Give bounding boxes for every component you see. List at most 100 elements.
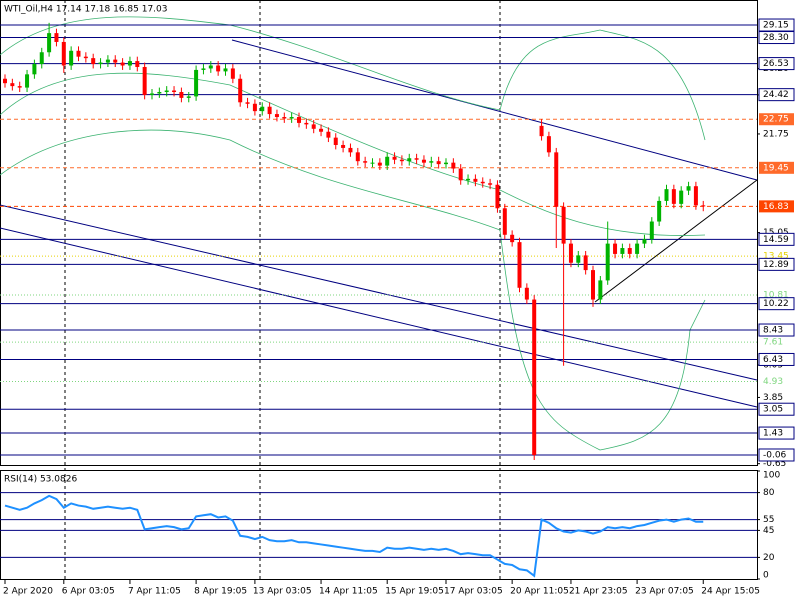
- candle-body: [458, 168, 463, 181]
- session-separators: [64, 0, 501, 580]
- candle-body: [414, 158, 419, 160]
- candle-body: [679, 190, 684, 204]
- candle-body: [69, 50, 74, 66]
- candle-body: [488, 183, 493, 185]
- candle-body: [627, 248, 632, 254]
- candle-body: [297, 117, 301, 123]
- x-tick-label: 6 Apr 03:05: [62, 587, 115, 597]
- y-tick-label: 3.85: [763, 393, 783, 403]
- candle-body: [98, 62, 103, 65]
- x-tick-label: 17 Apr 03:05: [444, 587, 503, 597]
- candle-body: [252, 103, 257, 112]
- level-label-box: [758, 57, 795, 71]
- candle-body: [642, 239, 647, 244]
- candle-body: [664, 189, 669, 201]
- candle-body: [598, 280, 603, 300]
- level-label-box: [758, 257, 795, 271]
- candle-body: [701, 205, 706, 207]
- x-tick-label: 20 Apr 11:05: [510, 587, 569, 597]
- candle-body: [392, 156, 397, 160]
- x-tick-label: 2 Apr 2020: [3, 587, 53, 597]
- candle-body: [436, 161, 441, 165]
- candle-body: [289, 117, 294, 119]
- candle-body: [326, 131, 331, 138]
- candle-body: [466, 178, 471, 181]
- candle-body: [546, 136, 551, 153]
- candle-body: [135, 61, 140, 67]
- level-label-box: [758, 323, 795, 337]
- candle-body: [377, 162, 382, 166]
- candle-body: [186, 96, 191, 98]
- y-tick-label: 80: [763, 488, 775, 498]
- candle-body: [370, 162, 375, 164]
- candle-body: [201, 68, 206, 70]
- candle-body: [61, 41, 66, 66]
- candle-body: [311, 124, 316, 129]
- level-label-box: [758, 88, 795, 102]
- candle-body: [583, 255, 588, 271]
- level-label-box: [759, 161, 794, 174]
- y-tick-label: -0.65: [763, 459, 786, 469]
- candle-body: [260, 106, 265, 112]
- y-tick-label: 0: [763, 571, 769, 581]
- envelope: [0, 129, 706, 451]
- level-label-box: [758, 232, 795, 246]
- candle-body: [223, 68, 228, 72]
- candle-body: [620, 248, 625, 254]
- x-tick-label: 13 Apr 03:05: [253, 587, 312, 597]
- level-label-box: [758, 31, 795, 45]
- y-tick-label: 100: [763, 471, 780, 481]
- candle-body: [91, 58, 96, 65]
- level-label: 16.83: [763, 202, 789, 212]
- candle-body: [649, 221, 654, 240]
- x-tick-label: 24 Apr 15:05: [701, 587, 760, 597]
- level-label: 14.59: [763, 235, 789, 245]
- level-label: 6.43: [763, 355, 783, 365]
- level-label-box: [759, 200, 794, 213]
- candle-body: [554, 152, 559, 207]
- trend-line: [0, 204, 758, 381]
- level-label: 19.45: [763, 163, 789, 173]
- trend-line: [0, 227, 758, 408]
- rsi-line: [4, 494, 704, 578]
- level-label: 29.15: [763, 21, 789, 31]
- candle-body: [150, 93, 154, 95]
- level-label: 13.45: [763, 252, 789, 262]
- candle-body: [245, 102, 250, 104]
- candle-body: [3, 78, 7, 84]
- level-label: 1.43: [763, 429, 783, 439]
- level-label: 12.89: [763, 260, 789, 270]
- candle-body: [502, 208, 507, 235]
- level-label-box: [758, 297, 795, 311]
- candle-body: [510, 234, 515, 243]
- candle-body: [399, 159, 404, 162]
- candle-body: [532, 299, 537, 455]
- candle-body: [194, 69, 199, 97]
- candle-body: [47, 33, 52, 53]
- x-tick-label: 21 Apr 23:05: [569, 587, 628, 597]
- level-label: -0.06: [763, 450, 787, 460]
- candle-body: [274, 114, 279, 118]
- level-label-box: [758, 426, 795, 440]
- candle-body: [83, 56, 88, 59]
- candle-body: [355, 152, 360, 162]
- level-label: 4.93: [763, 377, 783, 387]
- x-tick-label: 7 Apr 11:05: [128, 587, 181, 597]
- candle-body: [32, 64, 37, 75]
- candle-body: [341, 144, 346, 148]
- candle-body: [686, 186, 691, 191]
- x-tick-label: 15 Apr 19:05: [385, 587, 444, 597]
- candle-body: [385, 156, 390, 166]
- candle-body: [591, 270, 595, 300]
- candle-body: [613, 243, 618, 254]
- candle-body: [105, 59, 110, 63]
- level-label: 3.05: [763, 405, 783, 415]
- y-tick-label: 20: [763, 553, 775, 563]
- candle-body: [568, 243, 573, 263]
- candle-body: [39, 52, 44, 65]
- candle-body: [17, 86, 22, 88]
- level-label: 8.43: [763, 326, 783, 336]
- candle-body: [120, 62, 125, 66]
